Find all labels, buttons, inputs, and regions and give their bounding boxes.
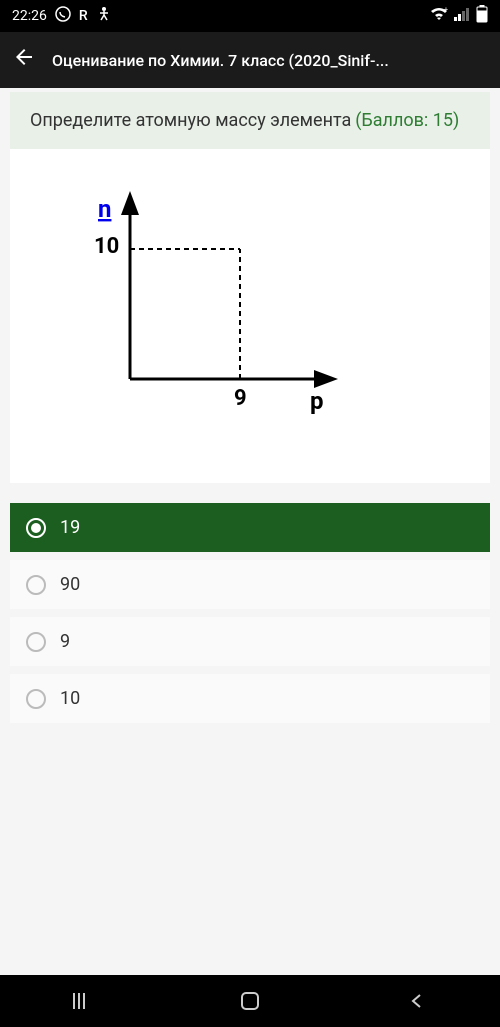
whatsapp-icon	[55, 6, 71, 26]
r-icon: R	[79, 8, 88, 24]
radio-icon	[26, 575, 46, 595]
radio-icon	[26, 518, 46, 538]
nav-bar	[0, 975, 500, 1027]
option-label: 10	[60, 688, 80, 709]
status-time: 22:26	[12, 8, 47, 24]
back-button[interactable]	[405, 989, 429, 1013]
svg-text:+: +	[444, 7, 448, 14]
wifi-icon: +	[430, 7, 448, 25]
signal-icon	[454, 7, 470, 25]
option-label: 90	[60, 574, 80, 595]
recents-button[interactable]	[71, 989, 95, 1013]
points-text: (Баллов: 15)	[355, 110, 459, 131]
radio-icon	[26, 689, 46, 709]
page-title: Оценивание по Химии. 7 класс (2020_Sinif…	[52, 51, 488, 70]
options-list: 19 90 9 10	[10, 503, 490, 723]
svg-text:10: 10	[94, 234, 119, 259]
question-box: Определите атомную массу элемента (Балло…	[10, 92, 490, 149]
accessibility-icon	[96, 6, 112, 26]
chart-container: n 10 9 p	[10, 149, 490, 483]
radio-icon	[26, 632, 46, 652]
status-bar: 22:26 R +	[0, 0, 500, 32]
status-left: 22:26 R	[12, 6, 112, 26]
home-button[interactable]	[238, 989, 262, 1013]
option-9[interactable]: 9	[10, 617, 490, 666]
chart-svg: n 10 9 p	[60, 179, 360, 439]
option-label: 19	[60, 517, 80, 538]
option-90[interactable]: 90	[10, 560, 490, 609]
app-header: Оценивание по Химии. 7 класс (2020_Sinif…	[0, 32, 500, 88]
question-text: Определите атомную массу элемента	[30, 110, 351, 131]
back-arrow-icon[interactable]	[12, 45, 36, 75]
svg-text:p: p	[310, 387, 324, 415]
battery-icon	[476, 5, 488, 27]
option-19[interactable]: 19	[10, 503, 490, 552]
content-area: Определите атомную массу элемента (Балло…	[0, 88, 500, 975]
option-10[interactable]: 10	[10, 674, 490, 723]
status-right: +	[430, 5, 488, 27]
svg-text:9: 9	[234, 386, 247, 411]
option-label: 9	[60, 631, 70, 652]
svg-text:n: n	[98, 195, 111, 223]
